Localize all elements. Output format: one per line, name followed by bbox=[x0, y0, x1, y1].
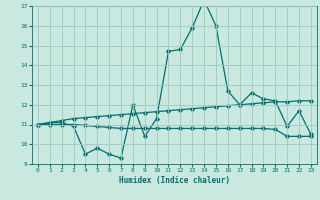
X-axis label: Humidex (Indice chaleur): Humidex (Indice chaleur) bbox=[119, 176, 230, 185]
